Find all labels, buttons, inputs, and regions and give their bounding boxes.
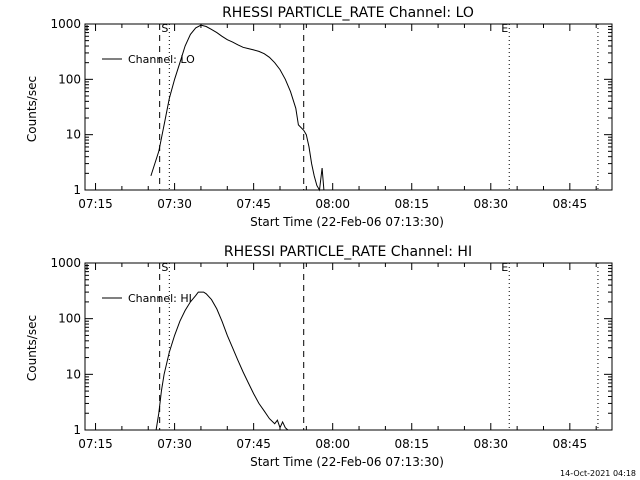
series-line <box>155 291 289 431</box>
x-tick-label: 07:15 <box>78 437 113 451</box>
chart-title: RHESSI PARTICLE_RATE Channel: HI <box>224 244 472 260</box>
x-tick-label: 08:00 <box>315 197 350 211</box>
x-tick-label: 08:45 <box>553 197 588 211</box>
x-tick-label: 08:30 <box>473 197 508 211</box>
x-tick-label: 07:30 <box>157 437 192 451</box>
x-tick-label: 07:45 <box>236 197 271 211</box>
marker-label: S <box>161 261 168 274</box>
chart-panel-lo: RHESSI PARTICLE_RATE Channel: LO Start T… <box>25 5 613 229</box>
plot-frame <box>84 23 613 191</box>
y-tick-label: 100 <box>58 312 81 326</box>
x-axis-label: Start Time (22-Feb-06 07:13:30) <box>250 215 444 229</box>
chart-title: RHESSI PARTICLE_RATE Channel: LO <box>222 5 474 21</box>
marker-label: E <box>501 22 508 35</box>
y-tick-label: 100 <box>58 72 81 86</box>
footer-timestamp: 14-Oct-2021 04:18 <box>560 469 636 478</box>
marker-label: S <box>161 22 168 35</box>
y-axis-label: Counts/sec <box>25 315 39 381</box>
x-tick-label: 08:00 <box>315 437 350 451</box>
x-axis-label: Start Time (22-Feb-06 07:13:30) <box>250 455 444 469</box>
y-axis-label: Counts/sec <box>25 76 39 142</box>
marker-label: E <box>501 261 508 274</box>
x-tick-label: 07:45 <box>236 437 271 451</box>
y-tick-label: 10 <box>66 367 81 381</box>
y-tick-label: 1000 <box>50 256 81 270</box>
x-tick-label: 07:15 <box>78 197 113 211</box>
x-tick-label: 08:15 <box>394 197 429 211</box>
x-tick-label: 08:30 <box>473 437 508 451</box>
series-line <box>150 24 325 192</box>
x-tick-label: 08:15 <box>394 437 429 451</box>
y-tick-label: 10 <box>66 128 81 142</box>
chart-panel-hi: RHESSI PARTICLE_RATE Channel: HI Start T… <box>25 244 613 469</box>
legend-label: Channel: LO <box>128 53 195 66</box>
y-tick-label: 1 <box>73 423 81 437</box>
x-tick-label: 07:30 <box>157 197 192 211</box>
x-tick-label: 08:45 <box>553 437 588 451</box>
y-tick-label: 1 <box>73 183 81 197</box>
y-tick-label: 1000 <box>50 17 81 31</box>
plot-frame <box>84 262 613 431</box>
